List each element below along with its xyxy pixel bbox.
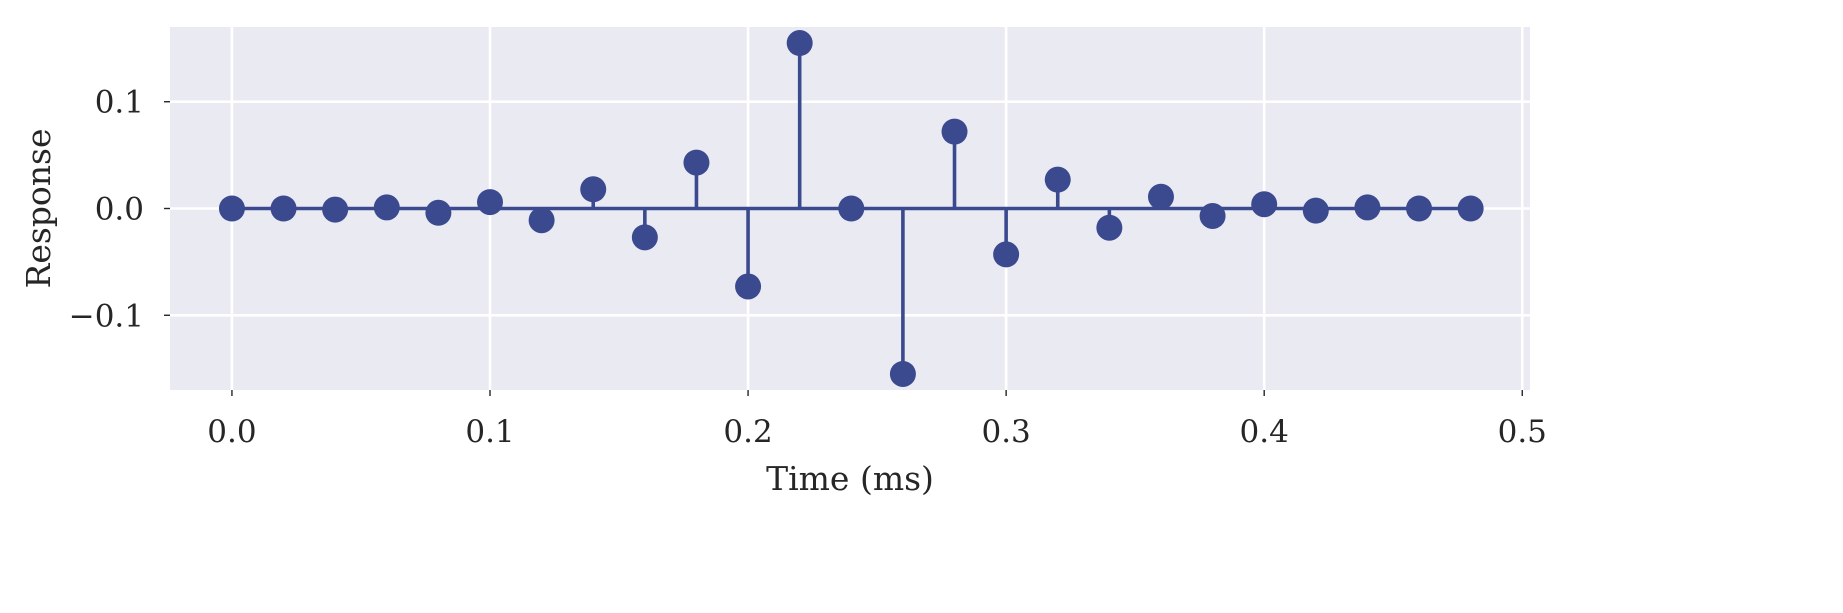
y-axis-label: Response bbox=[19, 128, 58, 288]
stem-marker bbox=[941, 118, 968, 145]
stem-marker bbox=[1406, 195, 1433, 222]
stem-marker bbox=[889, 360, 916, 387]
x-tick-label: 0.0 bbox=[207, 414, 256, 450]
x-tick-label: 0.5 bbox=[1498, 414, 1547, 450]
stem-marker bbox=[631, 224, 658, 251]
stem-marker bbox=[580, 176, 607, 203]
stem-marker bbox=[1457, 195, 1484, 222]
x-tick-label: 0.2 bbox=[723, 414, 772, 450]
stem-marker bbox=[993, 241, 1020, 268]
x-tick-label: 0.1 bbox=[465, 414, 514, 450]
x-axis-ticks: 0.0 0.1 0.2 0.3 0.4 0.5 bbox=[207, 390, 1547, 450]
y-tick-label: 0.0 bbox=[95, 192, 144, 228]
x-axis-label: Time (ms) bbox=[766, 459, 934, 498]
stem-marker bbox=[735, 273, 762, 300]
stem-marker bbox=[322, 196, 349, 223]
stem-markers bbox=[218, 30, 1484, 387]
stem-marker bbox=[218, 195, 245, 222]
stem-marker bbox=[1147, 183, 1174, 210]
x-tick-label: 0.4 bbox=[1240, 414, 1289, 450]
stem-marker bbox=[786, 30, 813, 57]
y-tick-label: −0.1 bbox=[69, 298, 144, 334]
stem-marker bbox=[270, 195, 297, 222]
stem-marker bbox=[1199, 202, 1226, 229]
stem-marker bbox=[1354, 194, 1381, 221]
y-tick-label: 0.1 bbox=[95, 85, 144, 121]
stem-marker bbox=[838, 195, 865, 222]
stem-marker bbox=[373, 194, 400, 221]
stem-marker bbox=[1302, 197, 1329, 224]
stem-marker bbox=[425, 199, 452, 226]
stem-marker bbox=[1251, 191, 1278, 218]
y-axis-ticks: 0.1 0.0 −0.1 bbox=[69, 85, 170, 334]
stem-marker bbox=[477, 189, 503, 216]
stem-marker bbox=[528, 207, 555, 234]
x-tick-label: 0.3 bbox=[981, 414, 1030, 450]
stem-marker bbox=[1096, 214, 1123, 241]
stem-marker bbox=[1044, 166, 1071, 193]
stem-marker bbox=[683, 149, 710, 176]
